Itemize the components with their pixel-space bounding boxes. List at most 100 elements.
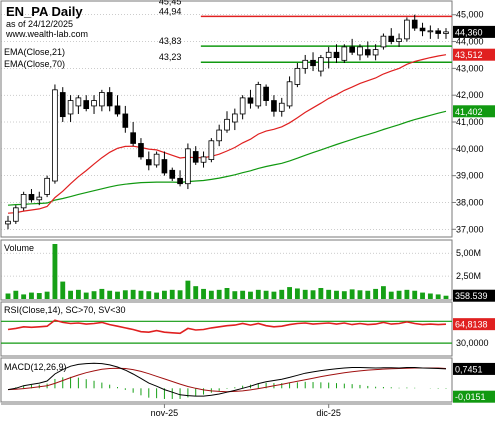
candle-body <box>325 51 332 59</box>
volume-bar <box>318 288 324 299</box>
candle-body <box>435 30 442 34</box>
volume-bar <box>373 288 379 299</box>
volume-bar <box>357 290 363 299</box>
candle-body <box>427 30 434 33</box>
candle-body <box>12 207 19 222</box>
candle-body <box>404 19 410 40</box>
level-label: 44,94 <box>159 6 182 16</box>
volume-bar <box>302 289 308 299</box>
ema70-value-tag: 41,402 <box>455 107 483 117</box>
volume-bar <box>224 288 230 299</box>
volume-bar <box>240 290 246 299</box>
volume-bar <box>349 289 355 299</box>
price-tick-label: 43,000 <box>456 63 484 73</box>
volume-bar <box>185 280 191 299</box>
volume-bar <box>177 290 183 299</box>
chart-title: EN_PA Daily <box>6 4 83 19</box>
candle-body <box>59 92 66 118</box>
volume-bar <box>201 288 206 299</box>
ema70-line <box>7 110 447 206</box>
candle-body <box>106 92 113 107</box>
candle-body <box>185 148 191 185</box>
candle-body <box>153 153 160 166</box>
price-tick-label: 44,000 <box>456 37 484 47</box>
candle-body <box>357 46 363 56</box>
candle-body <box>419 27 426 32</box>
volume-bar <box>365 290 371 299</box>
price-tick-label: 42,000 <box>456 90 484 100</box>
macd-pane <box>0 357 453 403</box>
volume-bar <box>138 290 144 299</box>
rsi-label: RSI(Close,14), SC>70, SV<30 <box>4 305 126 315</box>
ema21-value-tag-bg <box>453 48 495 61</box>
candle-body <box>310 59 316 67</box>
volume-bar <box>208 290 214 299</box>
candle-body <box>36 196 43 201</box>
macd-hist-value-tag: -0,0151 <box>455 392 486 402</box>
ema21-value-tag: 43,512 <box>455 50 483 60</box>
price-tick-label: 37,000 <box>456 224 484 234</box>
candle-body <box>75 97 82 107</box>
candle-body <box>161 159 168 174</box>
candle-body <box>364 49 371 56</box>
candle-body <box>294 67 301 85</box>
candle-body <box>208 140 215 160</box>
candle-body <box>349 46 355 53</box>
level-label: 43,23 <box>159 52 182 62</box>
candle-body <box>411 19 418 29</box>
rsi-tick-label: 30,0000 <box>456 338 489 348</box>
volume-bar <box>91 291 97 299</box>
rsi-line <box>7 319 447 335</box>
candle-body <box>333 51 340 59</box>
volume-bar <box>68 290 73 299</box>
volume-bar <box>29 292 34 299</box>
candle-body <box>138 143 144 158</box>
candle-body <box>443 31 449 34</box>
candle-body <box>255 84 262 107</box>
volume-bar <box>248 291 253 299</box>
volume-bar <box>412 290 418 299</box>
rsi-value-tag-bg <box>453 318 495 331</box>
rsi-value-tag: 64,8138 <box>455 320 488 330</box>
macd-line <box>7 362 447 397</box>
price-tick-label: 39,000 <box>456 171 484 181</box>
volume-bar <box>396 290 402 299</box>
last-price-tag: 44,360 <box>455 27 483 37</box>
macd-value-tag-bg <box>453 362 495 375</box>
last-price-tag-bg <box>453 25 495 38</box>
volume-bar <box>107 290 113 299</box>
volume-bar <box>122 290 128 299</box>
volume-bar <box>404 289 410 299</box>
volume-bar <box>294 288 300 299</box>
volume-bar <box>334 290 339 299</box>
candle-body <box>130 132 136 144</box>
candle-body <box>44 177 50 195</box>
volume-tick-label: 2,50M <box>456 271 481 281</box>
candle-body <box>91 100 97 107</box>
candle-body <box>263 86 269 101</box>
candle-body <box>318 57 324 72</box>
volume-bar <box>287 287 292 299</box>
candle-body <box>28 194 35 201</box>
candle-body <box>380 35 387 48</box>
volume-bar <box>388 291 394 299</box>
price-tick-label: 38,000 <box>456 197 484 207</box>
volume-bar <box>435 294 441 299</box>
candle-body <box>247 97 254 104</box>
candle-body <box>145 159 152 166</box>
candle-body <box>83 100 90 110</box>
volume-bar <box>279 289 285 299</box>
candle-body <box>192 151 199 163</box>
candle-body <box>388 35 395 42</box>
volume-bar <box>13 290 19 299</box>
macd-label: MACD(12,26,9) <box>4 362 67 372</box>
level-label-top: 45,45 <box>159 0 182 6</box>
volume-bar <box>427 293 433 299</box>
legend-ema21: EMA(Close,21) <box>4 47 65 57</box>
volume-bar <box>169 289 175 299</box>
price-tick-label: 45,000 <box>456 10 484 20</box>
volume-bar <box>83 292 89 299</box>
candle-body <box>177 177 183 185</box>
